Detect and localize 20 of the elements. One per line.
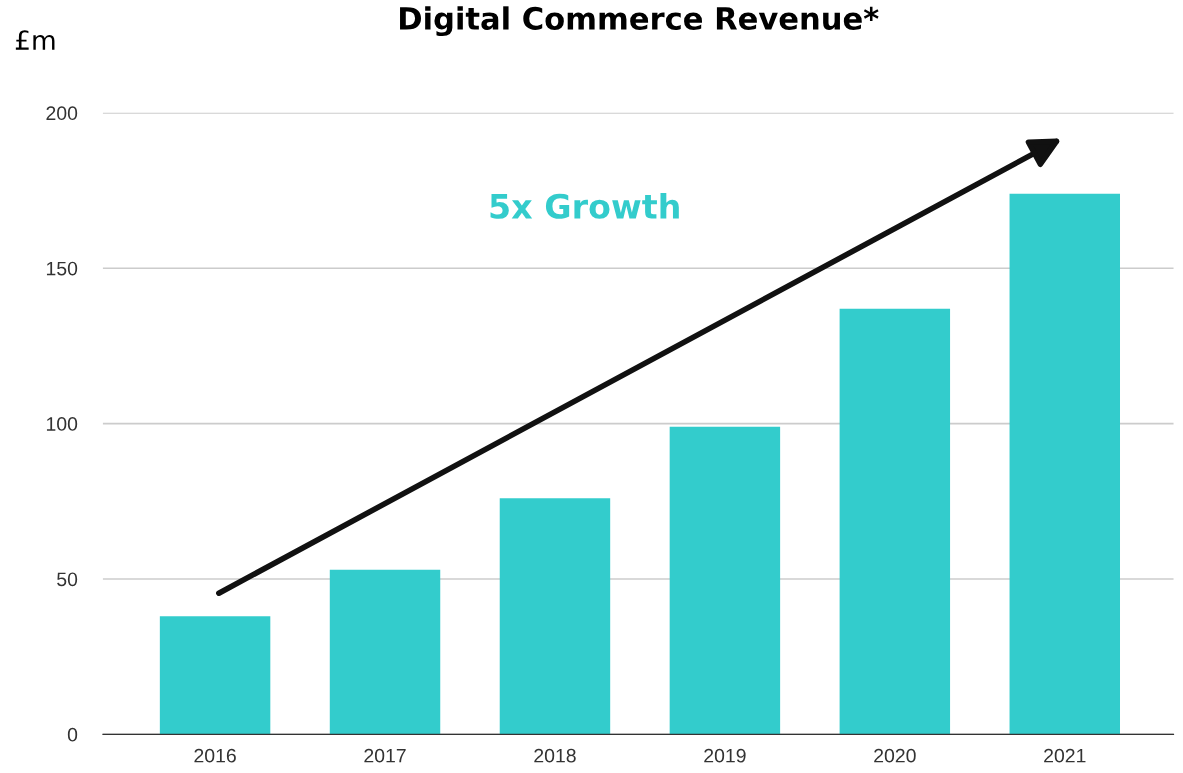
bar bbox=[669, 426, 781, 735]
x-tick-label: 2019 bbox=[704, 748, 746, 763]
y-tick-label: 150 bbox=[46, 261, 78, 276]
x-tick-label: 2018 bbox=[534, 748, 576, 763]
y-tick-label: 50 bbox=[57, 572, 78, 587]
bar bbox=[839, 308, 951, 735]
bar bbox=[329, 569, 441, 735]
x-tick-label: 2016 bbox=[194, 748, 236, 763]
x-tick-label: 2021 bbox=[1044, 748, 1086, 763]
y-tick-label: 200 bbox=[46, 106, 78, 121]
bar bbox=[159, 616, 271, 735]
y-axis-title: £m bbox=[15, 30, 55, 50]
x-tick-label: 2020 bbox=[874, 748, 916, 763]
x-tick-label: 2017 bbox=[364, 748, 406, 763]
chart-title: Digital Commerce Revenue* bbox=[400, 6, 879, 37]
y-tick-label: 100 bbox=[46, 417, 78, 431]
bar bbox=[499, 498, 611, 735]
annotation: 5x Growth bbox=[490, 193, 679, 219]
y-tick-label: 0 bbox=[67, 727, 78, 742]
bar bbox=[1009, 193, 1121, 735]
